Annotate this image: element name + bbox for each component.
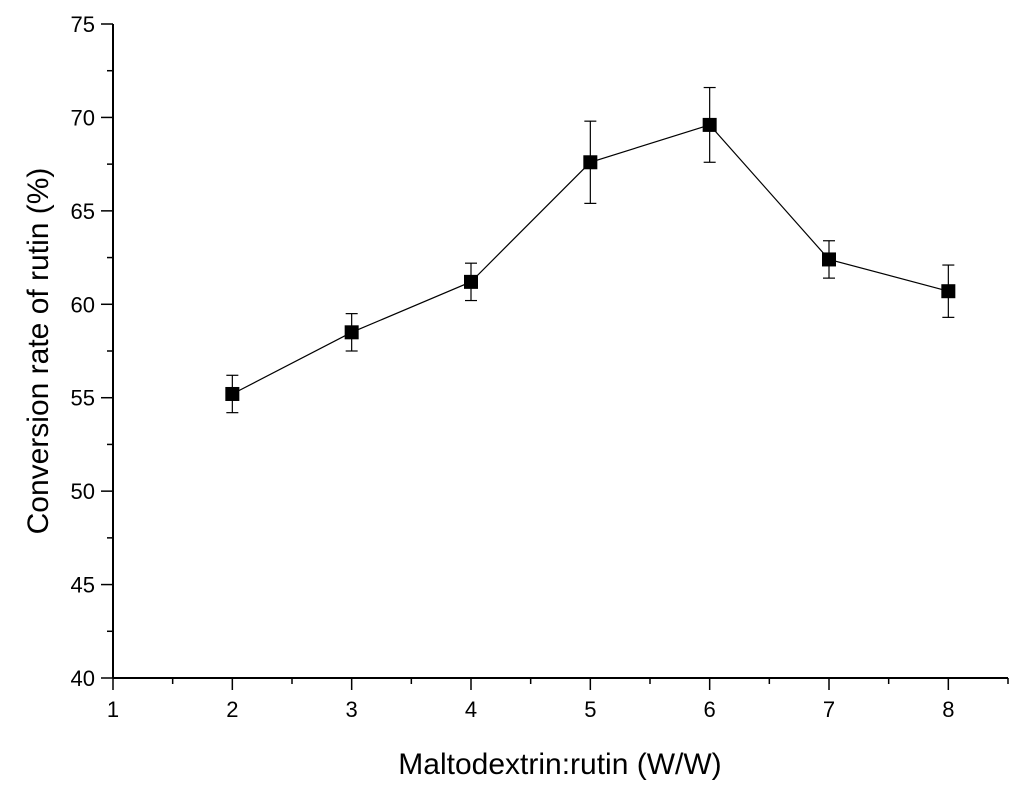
- x-tick-label: 3: [346, 697, 358, 722]
- x-tick-label: 6: [704, 697, 716, 722]
- y-axis-title: Conversion rate of rutin (%): [22, 168, 55, 535]
- data-point-marker: [702, 117, 717, 132]
- x-axis-title: Maltodextrin:rutin (W/W): [398, 748, 721, 781]
- data-point-marker: [583, 155, 598, 170]
- data-point-marker: [344, 325, 359, 340]
- x-tick-label: 7: [823, 697, 835, 722]
- y-tick-label: 75: [71, 12, 95, 37]
- data-point-marker: [464, 274, 478, 289]
- data-point-marker: [225, 386, 240, 401]
- y-tick-label: 55: [71, 386, 95, 411]
- y-tick-label: 50: [71, 479, 95, 504]
- y-tick-label: 70: [71, 105, 95, 130]
- x-tick-label: 1: [107, 697, 119, 722]
- x-tick-label: 5: [584, 697, 596, 722]
- x-tick-label: 4: [465, 697, 477, 722]
- x-tick-label: 2: [226, 697, 238, 722]
- data-point-marker: [822, 252, 836, 267]
- x-tick-label: 8: [942, 697, 954, 722]
- y-tick-label: 60: [71, 292, 95, 317]
- y-tick-label: 40: [71, 666, 95, 691]
- data-point-marker: [941, 284, 956, 299]
- y-tick-label: 65: [71, 199, 95, 224]
- y-tick-label: 45: [71, 573, 95, 598]
